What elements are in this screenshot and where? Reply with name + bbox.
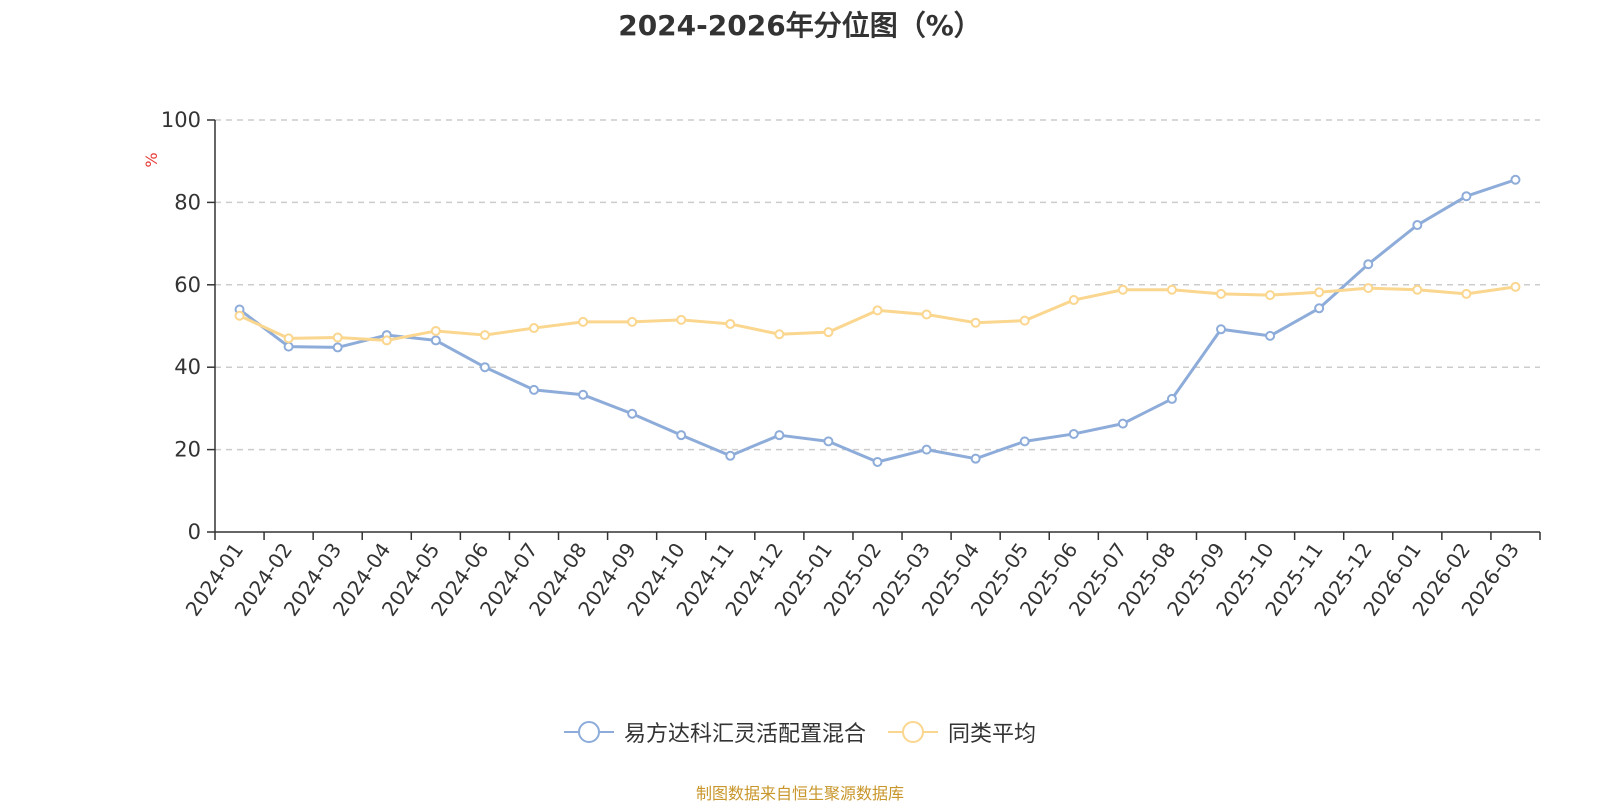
series-0 bbox=[234, 174, 1521, 467]
data-point bbox=[1216, 288, 1227, 299]
legend-label: 易方达科汇灵活配置混合 bbox=[623, 722, 866, 747]
data-point bbox=[528, 323, 539, 334]
data-point bbox=[1117, 418, 1128, 429]
data-point bbox=[1412, 284, 1423, 295]
data-point bbox=[332, 332, 343, 343]
chart-title: 2024-2026年分位图（%） bbox=[618, 9, 982, 42]
data-point bbox=[1166, 284, 1177, 295]
y-tick-label: 20 bbox=[174, 438, 201, 462]
data-point bbox=[921, 309, 932, 320]
data-point bbox=[283, 333, 294, 344]
data-point bbox=[725, 318, 736, 329]
data-point bbox=[1166, 393, 1177, 404]
data-point bbox=[872, 305, 883, 316]
data-point bbox=[1510, 174, 1521, 185]
data-point bbox=[283, 341, 294, 352]
x-tick-labels: 2024-012024-022024-032024-042024-052024-… bbox=[181, 538, 1525, 620]
data-point bbox=[1314, 303, 1325, 314]
y-tick-label: 100 bbox=[161, 108, 201, 132]
data-point bbox=[1216, 324, 1227, 335]
data-point bbox=[1265, 330, 1276, 341]
line-chart: 0 20 40 60 80 100 2024-012024-022024-032024-0… bbox=[142, 108, 1541, 620]
legend-marker-icon bbox=[563, 721, 614, 743]
data-point bbox=[578, 389, 589, 400]
data-point bbox=[1019, 315, 1030, 326]
data-point bbox=[430, 325, 441, 336]
data-point bbox=[774, 430, 785, 441]
data-point bbox=[234, 310, 245, 321]
data-point bbox=[528, 384, 539, 395]
data-point bbox=[1068, 428, 1079, 439]
legend-item-1[interactable]: 同类平均 bbox=[888, 716, 1036, 748]
y-tick-label: 0 bbox=[188, 520, 201, 544]
axes bbox=[207, 119, 1541, 540]
y-tick-label: 80 bbox=[174, 190, 201, 214]
y-tick-label: 60 bbox=[174, 273, 201, 297]
data-point bbox=[1265, 290, 1276, 301]
legend-item-0[interactable]: 易方达科汇灵活配置混合 bbox=[563, 716, 866, 748]
data-point bbox=[676, 314, 687, 325]
data-point bbox=[970, 453, 981, 464]
data-point bbox=[725, 450, 736, 461]
data-point bbox=[970, 317, 981, 328]
data-point bbox=[823, 327, 834, 338]
data-point bbox=[479, 362, 490, 373]
data-point bbox=[1461, 288, 1472, 299]
data-point bbox=[921, 444, 932, 455]
data-point bbox=[1019, 436, 1030, 447]
y-tick-labels: 0 20 40 60 80 100 bbox=[161, 108, 201, 544]
data-point bbox=[627, 408, 638, 419]
legend: 易方达科汇灵活配置混合 同类平均 bbox=[0, 716, 1600, 748]
data-point bbox=[381, 335, 392, 346]
series-1 bbox=[234, 281, 1521, 346]
data-point bbox=[332, 342, 343, 353]
legend-marker-icon bbox=[888, 721, 938, 743]
series-line-0 bbox=[238, 178, 1516, 464]
data-point bbox=[872, 456, 883, 467]
y-tick-label: 40 bbox=[174, 355, 201, 379]
data-point bbox=[1363, 259, 1374, 270]
data-point bbox=[1117, 284, 1128, 295]
data-point bbox=[627, 316, 638, 327]
data-point bbox=[1363, 283, 1374, 294]
data-point bbox=[1510, 281, 1521, 292]
legend-label: 同类平均 bbox=[948, 722, 1037, 747]
grid-lines bbox=[215, 119, 1540, 451]
data-point bbox=[823, 436, 834, 447]
data-point bbox=[578, 316, 589, 327]
y-axis-label: % bbox=[142, 152, 161, 167]
data-point bbox=[774, 329, 785, 340]
data-point bbox=[1461, 191, 1472, 202]
data-point bbox=[430, 335, 441, 346]
data-point bbox=[676, 430, 687, 441]
data-point bbox=[1314, 287, 1325, 298]
data-source-note: 制图数据来自恒生聚源数据库 bbox=[695, 784, 904, 803]
series-lines bbox=[234, 174, 1521, 467]
data-point bbox=[1412, 220, 1423, 231]
data-point bbox=[479, 330, 490, 341]
data-point bbox=[1068, 295, 1079, 306]
